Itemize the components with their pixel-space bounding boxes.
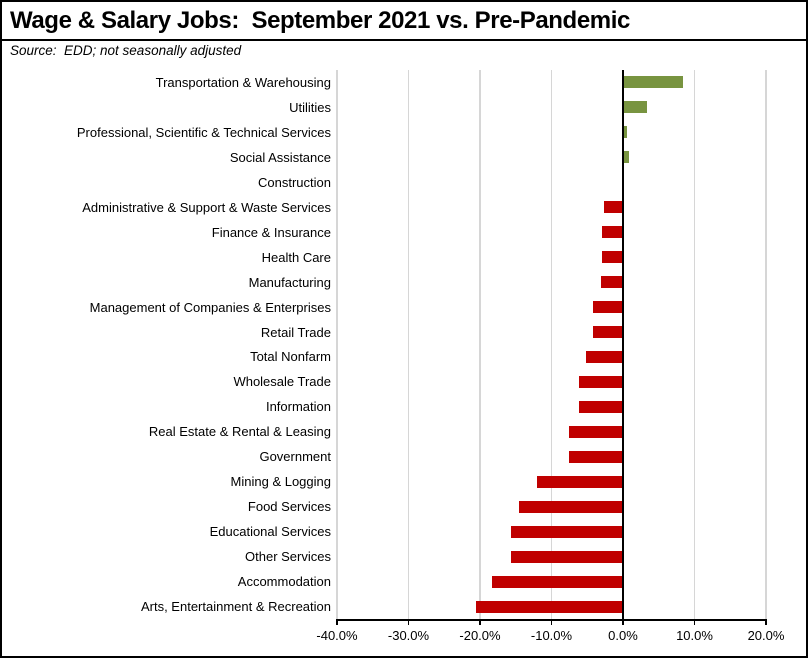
- bar: [592, 301, 623, 314]
- gridline: [550, 70, 553, 619]
- bar: [592, 326, 623, 339]
- category-label: Government: [259, 449, 331, 465]
- x-axis-tick-label: -20.0%: [459, 628, 501, 643]
- bar: [492, 575, 623, 588]
- gridline: [336, 70, 338, 619]
- x-axis-tick-label: -10.0%: [530, 628, 573, 643]
- category-axis: Transportation & Warehousing Utilities Pro…: [2, 70, 337, 619]
- category-label: Professional, Scientific & Technical Ser…: [76, 124, 331, 140]
- x-axis-tick-label: 20.0%: [747, 628, 785, 643]
- x-axis-tick-mark: [622, 619, 624, 625]
- bar: [537, 475, 623, 488]
- bar: [623, 126, 628, 139]
- category-label: Health Care: [261, 249, 331, 265]
- x-axis-tick-mark: [550, 619, 553, 625]
- bar: [585, 350, 623, 363]
- bar: [602, 251, 623, 264]
- category-label: Food Services: [247, 499, 331, 515]
- bar: [569, 425, 623, 438]
- category-label: Finance & Insurance: [211, 224, 331, 240]
- bar: [623, 76, 684, 89]
- bar: [600, 276, 623, 289]
- category-label: Other Services: [245, 549, 331, 565]
- category-label: Accommodation: [237, 574, 331, 590]
- bar: [623, 151, 629, 164]
- category-label: Real Estate & Rental & Leasing: [148, 424, 331, 440]
- x-axis-tick-mark: [693, 619, 696, 625]
- category-label: Wholesale Trade: [233, 374, 331, 390]
- bar: [623, 101, 647, 114]
- chart-title: Wage & Salary Jobs: September 2021 vs. P…: [10, 7, 630, 34]
- x-axis-tick-label: 10.0%: [676, 628, 713, 643]
- category-label: Educational Services: [209, 524, 331, 540]
- category-label: Construction: [258, 174, 331, 190]
- bar: [579, 400, 623, 413]
- chart-source: Source: EDD; not seasonally adjusted: [10, 43, 242, 58]
- bar: [601, 226, 623, 239]
- bar: [476, 600, 623, 613]
- category-label: Arts, Entertainment & Recreation: [140, 599, 331, 614]
- x-axis-tick-labels: -40.0% -30.0% -20.0% -10.0% 0.0% 10.0% 20.0%: [316, 628, 784, 646]
- bar: [569, 450, 623, 463]
- bar: [519, 500, 623, 513]
- category-label: Total Nonfarm: [250, 349, 331, 365]
- title-divider: [2, 39, 806, 41]
- x-axis-tick-mark: [336, 619, 338, 625]
- category-label: Transportation & Warehousing: [155, 74, 331, 90]
- x-axis-tick-mark: [407, 619, 410, 625]
- category-label: Social Assistance: [229, 149, 331, 165]
- x-axis-tick-mark: [479, 619, 481, 625]
- bar: [579, 375, 623, 388]
- category-label: Information: [265, 399, 331, 415]
- gridline: [693, 70, 696, 619]
- category-label: Management of Companies & Enterprises: [89, 299, 331, 315]
- x-axis-tick-label: -40.0%: [316, 628, 358, 643]
- x-axis-tick-mark: [765, 619, 767, 625]
- x-axis-tick-label: 0.0%: [608, 628, 638, 643]
- x-axis-tick-label: -30.0%: [387, 628, 430, 643]
- bar: [603, 201, 623, 214]
- category-label: Utilities: [289, 99, 331, 115]
- gridline: [407, 70, 410, 619]
- category-label: Administrative & Support & Waste Service…: [82, 199, 331, 215]
- category-label: Retail Trade: [260, 324, 331, 340]
- gridline: [765, 70, 767, 619]
- zero-axis-line: [622, 70, 624, 619]
- category-label: Mining & Logging: [230, 474, 331, 490]
- gridline: [479, 70, 481, 619]
- bar: [510, 550, 623, 563]
- plot-area: [336, 70, 767, 625]
- category-label: Manufacturing: [248, 274, 331, 290]
- bar: [511, 525, 623, 538]
